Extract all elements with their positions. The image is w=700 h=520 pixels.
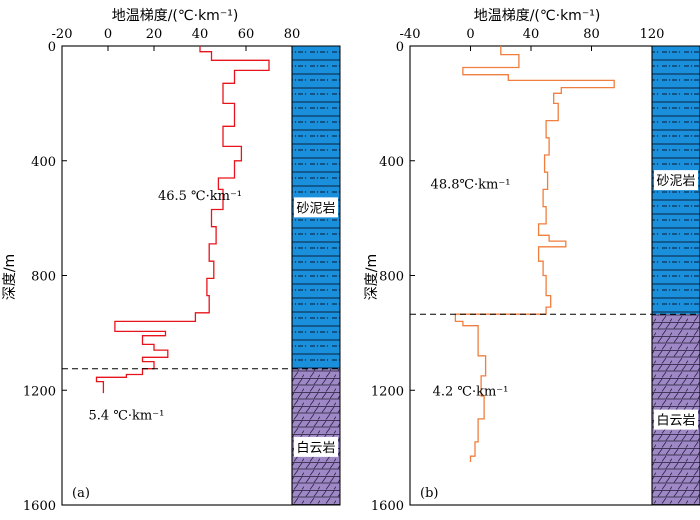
lithology-label-bg bbox=[654, 170, 698, 191]
x-tick-label: 0 bbox=[104, 27, 112, 42]
x-tick-label: 80 bbox=[583, 27, 600, 42]
x-axis-title: 地温梯度/(℃·km⁻¹) bbox=[112, 8, 239, 24]
x-tick-label: 40 bbox=[523, 27, 540, 42]
y-tick-label: 1600 bbox=[23, 499, 56, 514]
x-tick-label: 80 bbox=[284, 27, 301, 42]
x-tick-label: 60 bbox=[238, 27, 255, 42]
y-tick-label: 800 bbox=[31, 270, 56, 285]
lithology-label-bg bbox=[654, 409, 698, 430]
y-tick-label: 400 bbox=[31, 155, 56, 170]
y-tick-label: 1200 bbox=[371, 384, 404, 399]
x-tick-label: 120 bbox=[640, 27, 665, 42]
lithology-label: 砂泥岩 bbox=[656, 174, 695, 189]
gradient-annotation: 4.2 ℃·km⁻¹ bbox=[433, 384, 509, 399]
lithology-label-bg bbox=[294, 197, 338, 218]
lithology-label: 白云岩 bbox=[656, 413, 695, 429]
gradient-annotation: 46.5 ℃·km⁻¹ bbox=[158, 189, 242, 204]
lithology-label-bg bbox=[294, 436, 338, 457]
x-tick-label: 20 bbox=[146, 27, 163, 42]
geothermal-gradient-line bbox=[454, 46, 615, 462]
plot-frame bbox=[61, 45, 293, 506]
y-tick-label: 800 bbox=[379, 270, 404, 285]
y-axis-title: 深度/m bbox=[364, 254, 380, 300]
y-tick-label: 1600 bbox=[371, 499, 404, 514]
y-axis-title: 深度/m bbox=[2, 254, 18, 300]
y-tick-label: 400 bbox=[379, 155, 404, 170]
panel-label: (b) bbox=[420, 486, 438, 501]
x-tick-label: 0 bbox=[466, 27, 474, 42]
gradient-annotation: 5.4 ℃·km⁻¹ bbox=[89, 409, 165, 424]
gradient-annotation: 48.8℃·km⁻¹ bbox=[431, 178, 511, 193]
x-axis-title: 地温梯度/(℃·km⁻¹) bbox=[474, 8, 601, 24]
y-tick-label: 0 bbox=[396, 40, 404, 55]
panel-label: (a) bbox=[72, 486, 90, 501]
lithology-label: 白云岩 bbox=[296, 440, 335, 456]
y-tick-label: 1200 bbox=[23, 384, 56, 399]
x-tick-label: 40 bbox=[192, 27, 209, 42]
y-tick-label: 0 bbox=[48, 40, 56, 55]
x-tick-label: -20 bbox=[52, 27, 73, 42]
geothermal-gradient-line bbox=[95, 46, 270, 394]
x-tick-label: -40 bbox=[400, 27, 421, 42]
lithology-label: 砂泥岩 bbox=[296, 201, 335, 216]
plot-frame bbox=[409, 45, 653, 506]
